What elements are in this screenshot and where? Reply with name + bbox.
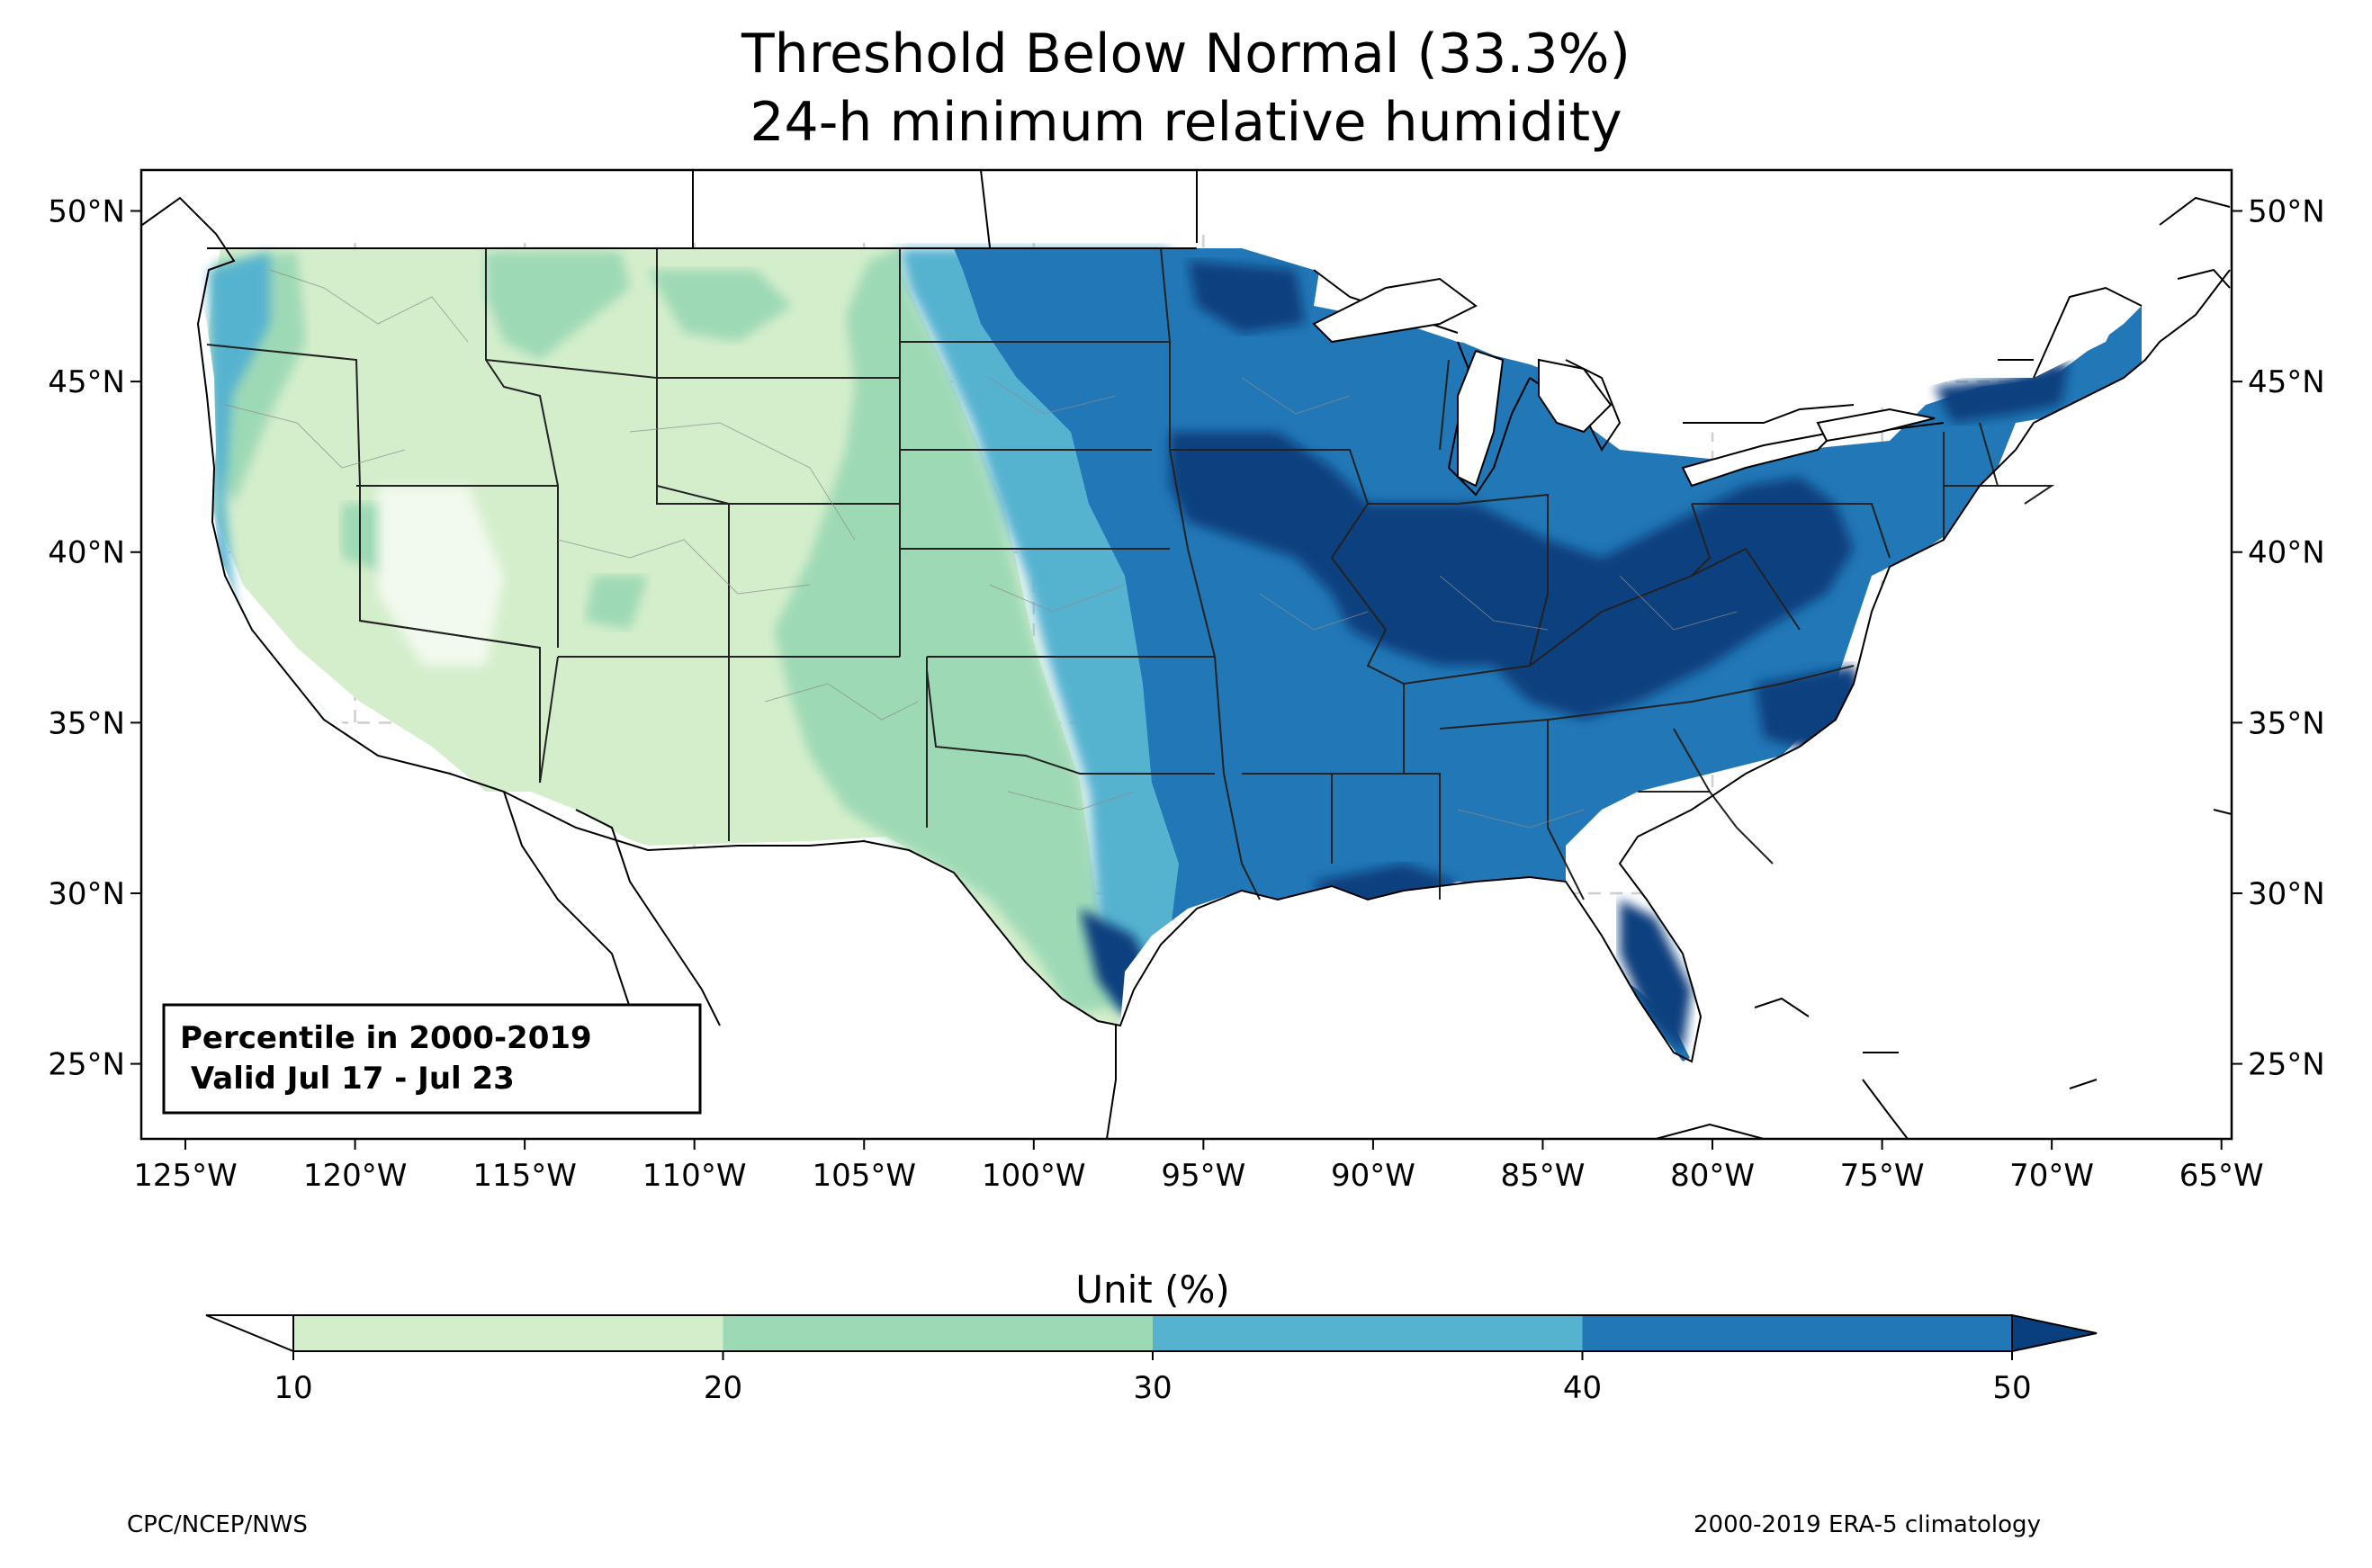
lon-tick-label: 100°W (982, 1158, 1086, 1194)
lat-tick-label-right: 50°N (2248, 194, 2325, 230)
lon-tick-label: 105°W (812, 1158, 916, 1194)
footer-left: CPC/NCEP/NWS (127, 1511, 308, 1538)
contour-20-30 (774, 248, 1125, 1012)
colorbar-segment (1582, 1315, 2013, 1351)
lat-tick-label-right: 35°N (2248, 705, 2325, 741)
lat-tick-label-left: 35°N (48, 705, 125, 741)
lat-tick-label-right: 45°N (2248, 364, 2325, 400)
lat-tick-label-left: 25°N (48, 1047, 125, 1083)
lon-tick-label: 90°W (1331, 1158, 1415, 1194)
lon-tick-label: 70°W (2009, 1158, 2094, 1194)
lon-tick-label: 85°W (1501, 1158, 1586, 1194)
colorbar-tick-label: 50 (1992, 1370, 2031, 1406)
colorbar-tick-label: 30 (1133, 1370, 1172, 1406)
lat-tick-label-right: 40°N (2248, 535, 2325, 571)
outside-mask (141, 170, 2232, 1139)
colorbar-tick-label: 10 (274, 1370, 312, 1406)
great-lakes (1312, 277, 1936, 488)
lat-tick-label-right: 30°N (2248, 876, 2325, 912)
contour-50-plus (1170, 432, 1854, 720)
colorbar-tick-label: 20 (704, 1370, 742, 1406)
info-box: Percentile in 2000-2019 Valid Jul 17 - J… (162, 1003, 702, 1115)
colorbar-label: Unit (%) (1075, 1268, 1230, 1312)
latitude-ticks: 50°N 50°N 45°N 45°N 40°N 40°N 35°N 35°N 30°N 30°N… (48, 194, 2324, 1083)
lon-tick-label: 65°W (2179, 1158, 2264, 1194)
colorbar-segment (293, 1315, 723, 1351)
state-borders (206, 247, 2055, 900)
lat-tick-label-left: 30°N (48, 876, 125, 912)
colorbar-over-arrow (2011, 1313, 2098, 1353)
colorbar-tick-label: 40 (1563, 1370, 1602, 1406)
county-lines (224, 269, 1738, 829)
lon-tick-label: 120°W (303, 1158, 408, 1194)
colorbar-under-arrow (205, 1314, 294, 1353)
info-box-line1: Percentile in 2000-2019 (180, 1020, 592, 1056)
lon-tick-label: 75°W (1840, 1158, 1925, 1194)
lon-tick-label: 95°W (1161, 1158, 1245, 1194)
map-frame (139, 168, 2233, 1141)
lat-tick-label-left: 40°N (48, 535, 125, 571)
footer-right: 2000-2019 ERA-5 climatology (1694, 1511, 2041, 1538)
colorbar: Unit (%) 10 20 30 40 50 (205, 1268, 2098, 1406)
lon-tick-label: 115°W (472, 1158, 577, 1194)
coastlines (141, 170, 2232, 1139)
lat-tick-label-right: 25°N (2248, 1047, 2325, 1083)
humidity-contours (141, 170, 2232, 1139)
colorbar-segment (1153, 1315, 1583, 1351)
lon-tick-label: 80°W (1670, 1158, 1755, 1194)
colorbar-segment (723, 1315, 1154, 1351)
map-area (141, 170, 2232, 1139)
lon-tick-label: 110°W (642, 1158, 747, 1194)
longitude-ticks: 125°W 120°W 115°W 110°W 105°W 100°W 95°W 90°W 85… (133, 1139, 2264, 1194)
title-line1: Threshold Below Normal (33.3%) (741, 22, 1631, 85)
title-line2: 24-h minimum relative humidity (750, 91, 1622, 154)
lat-tick-label-left: 45°N (48, 364, 125, 400)
lat-tick-label-left: 50°N (48, 194, 125, 230)
info-box-line2: Valid Jul 17 - Jul 23 (180, 1061, 515, 1097)
lon-tick-label: 125°W (133, 1158, 238, 1194)
